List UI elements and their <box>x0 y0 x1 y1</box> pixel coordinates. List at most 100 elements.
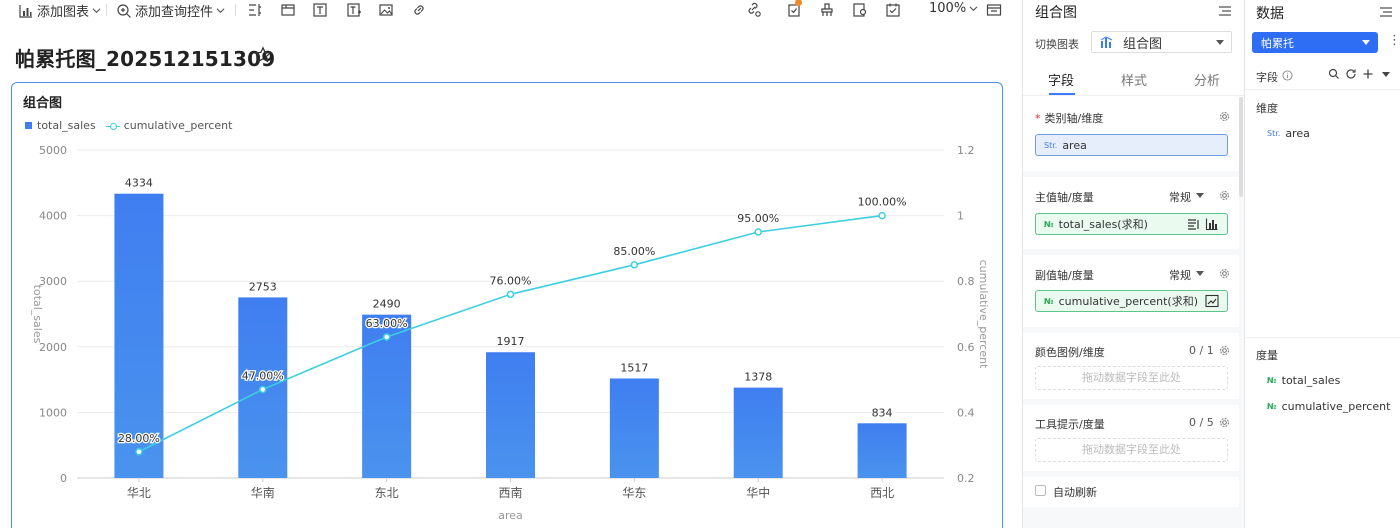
y-tick-label: 4000 <box>39 210 67 223</box>
gear-icon[interactable] <box>1219 268 1230 279</box>
page-title: 帕累托图_202512151309 <box>15 47 276 71</box>
line-data-label: 85.00% <box>613 245 655 258</box>
collapse-panel-icon[interactable] <box>1379 5 1393 19</box>
number-type-icon: № <box>1044 296 1054 306</box>
bar-chart-icon[interactable] <box>1205 217 1219 231</box>
gear-icon[interactable] <box>1219 345 1230 356</box>
category-axis-label-text: 类别轴/维度 <box>1044 112 1104 125</box>
auto-refresh-section: 自动刷新 <box>1023 477 1239 507</box>
gear-icon[interactable] <box>1219 417 1230 428</box>
gear-icon[interactable] <box>1219 190 1230 201</box>
field-item-area[interactable]: Str. area <box>1267 127 1310 140</box>
primary-axis-section: 主值轴/度量 常规 № total_sales(求和) <box>1023 177 1239 249</box>
dataset-select[interactable]: 帕累托 <box>1252 32 1378 53</box>
caret-down-icon[interactable] <box>1382 72 1390 77</box>
add-chart-button[interactable]: 添加图表 <box>18 1 101 20</box>
tab-fields[interactable]: 字段 <box>1048 74 1075 89</box>
category-axis-field-pill[interactable]: Str. area <box>1035 134 1228 156</box>
primary-axis-mode[interactable]: 常规 <box>1169 191 1191 204</box>
zoom-select[interactable]: 100% <box>929 1 978 16</box>
add-query-label: 添加查询控件 <box>135 5 214 20</box>
caret-down-icon <box>1196 193 1204 198</box>
tooltip-dropzone[interactable]: 拖动数据字段至此处 <box>1035 438 1228 462</box>
dataset-name: 帕累托 <box>1261 36 1294 50</box>
rich-text-icon[interactable] <box>346 2 362 18</box>
y2-axis-title: cumulative_percent <box>977 260 990 369</box>
chevron-down-icon <box>216 8 225 14</box>
link-icon[interactable] <box>411 2 427 18</box>
text-box-icon[interactable] <box>312 2 328 18</box>
color-legend-dropzone[interactable]: 拖动数据字段至此处 <box>1035 366 1228 390</box>
bar <box>486 352 535 478</box>
color-legend-label: 颜色图例/维度 <box>1035 346 1105 359</box>
bar-data-label: 1917 <box>497 335 525 348</box>
save-check-icon[interactable] <box>885 2 901 18</box>
line-point <box>630 261 639 269</box>
bar-data-label: 1378 <box>744 371 772 384</box>
refresh-icon[interactable] <box>1345 68 1357 80</box>
legend-item-cumulative-percent[interactable]: cumulative_percent <box>123 119 233 132</box>
primary-axis-field-pill[interactable]: № total_sales(求和) <box>1035 213 1228 235</box>
divider <box>1245 89 1400 90</box>
line-data-label: 63.00% <box>366 317 408 330</box>
tab-analysis[interactable]: 分析 <box>1194 74 1221 89</box>
gear-icon[interactable] <box>1219 111 1230 122</box>
line-data-label: 28.00% <box>118 432 160 445</box>
notification-button[interactable] <box>786 0 802 18</box>
category-axis-section: * 类别轴/维度 Str. area <box>1023 97 1239 171</box>
legend-line-swatch <box>105 122 120 130</box>
add-icon[interactable] <box>1362 68 1374 80</box>
legend-bar-swatch <box>25 122 32 129</box>
filter-sliders-icon[interactable] <box>247 2 263 18</box>
chart-type-select[interactable]: 组合图 <box>1091 31 1232 53</box>
image-icon[interactable] <box>378 2 394 18</box>
bar-data-label: 834 <box>872 406 893 419</box>
number-type-icon: № <box>1044 219 1054 229</box>
y-axis-title: total_sales <box>31 285 44 344</box>
auto-refresh-label: 自动刷新 <box>1053 486 1097 499</box>
toolbar-divider <box>106 4 107 16</box>
secondary-axis-field-pill[interactable]: № cumulative_percent(求和) <box>1035 290 1228 312</box>
dimension-group-label: 维度 <box>1256 102 1278 115</box>
chevron-down-icon <box>92 8 101 14</box>
field-item-total-sales[interactable]: № total_sales <box>1267 374 1340 387</box>
sort-icon[interactable] <box>1186 217 1200 231</box>
field-item-cumulative-percent[interactable]: № cumulative_percent <box>1267 400 1390 413</box>
bar-data-label: 2490 <box>373 298 401 311</box>
line-point <box>754 228 762 236</box>
collapse-panel-icon[interactable] <box>1218 4 1232 18</box>
x-tick-label: 西北 <box>870 486 894 500</box>
layout-settings-icon[interactable] <box>986 2 1002 18</box>
line-point <box>382 333 391 341</box>
chevron-down-icon <box>969 6 978 12</box>
tab-style[interactable]: 样式 <box>1121 74 1148 89</box>
line-point <box>259 385 267 394</box>
chart-config-panel: 组合图 切换图表 组合图 字段 样式 分析 * 类别轴/维度 Str. area <box>1022 0 1245 528</box>
combo-chart-icon <box>1100 36 1113 48</box>
line-data-label: 100.00% <box>858 196 907 209</box>
config-scrollbar[interactable] <box>1239 97 1243 197</box>
brush-clear-icon[interactable] <box>819 2 835 18</box>
link-settings-icon[interactable] <box>746 2 762 18</box>
divider <box>1245 337 1400 338</box>
primary-axis-label: 主值轴/度量 <box>1035 191 1094 204</box>
star-icon[interactable] <box>254 46 272 64</box>
secondary-axis-mode[interactable]: 常规 <box>1169 269 1191 282</box>
legend-item-total-sales[interactable]: total_sales <box>37 119 96 132</box>
add-query-control-button[interactable]: 添加查询控件 <box>116 1 225 20</box>
bar <box>733 387 783 478</box>
data-panel: 数据 帕累托 ⋮ 字段 维度 Str. area 度量 № total_sale… <box>1244 0 1400 528</box>
y2-tick-label: 0.8 <box>957 275 975 288</box>
search-icon[interactable] <box>1328 68 1340 80</box>
line-chart-icon[interactable] <box>1205 294 1219 308</box>
info-icon[interactable] <box>1282 70 1293 81</box>
tab-layout-icon[interactable] <box>280 2 296 18</box>
bar <box>857 423 907 478</box>
bar-data-label: 4334 <box>125 177 153 190</box>
config-panel-title: 组合图 <box>1035 5 1077 21</box>
chart-card[interactable]: 组合图 total_sales cumulative_percent 0 1000… <box>11 82 1003 528</box>
secondary-axis-label: 副值轴/度量 <box>1035 269 1094 282</box>
more-vertical-icon[interactable]: ⋮ <box>1388 33 1400 48</box>
auto-refresh-checkbox[interactable] <box>1035 485 1046 496</box>
preview-edit-icon[interactable] <box>852 2 868 18</box>
